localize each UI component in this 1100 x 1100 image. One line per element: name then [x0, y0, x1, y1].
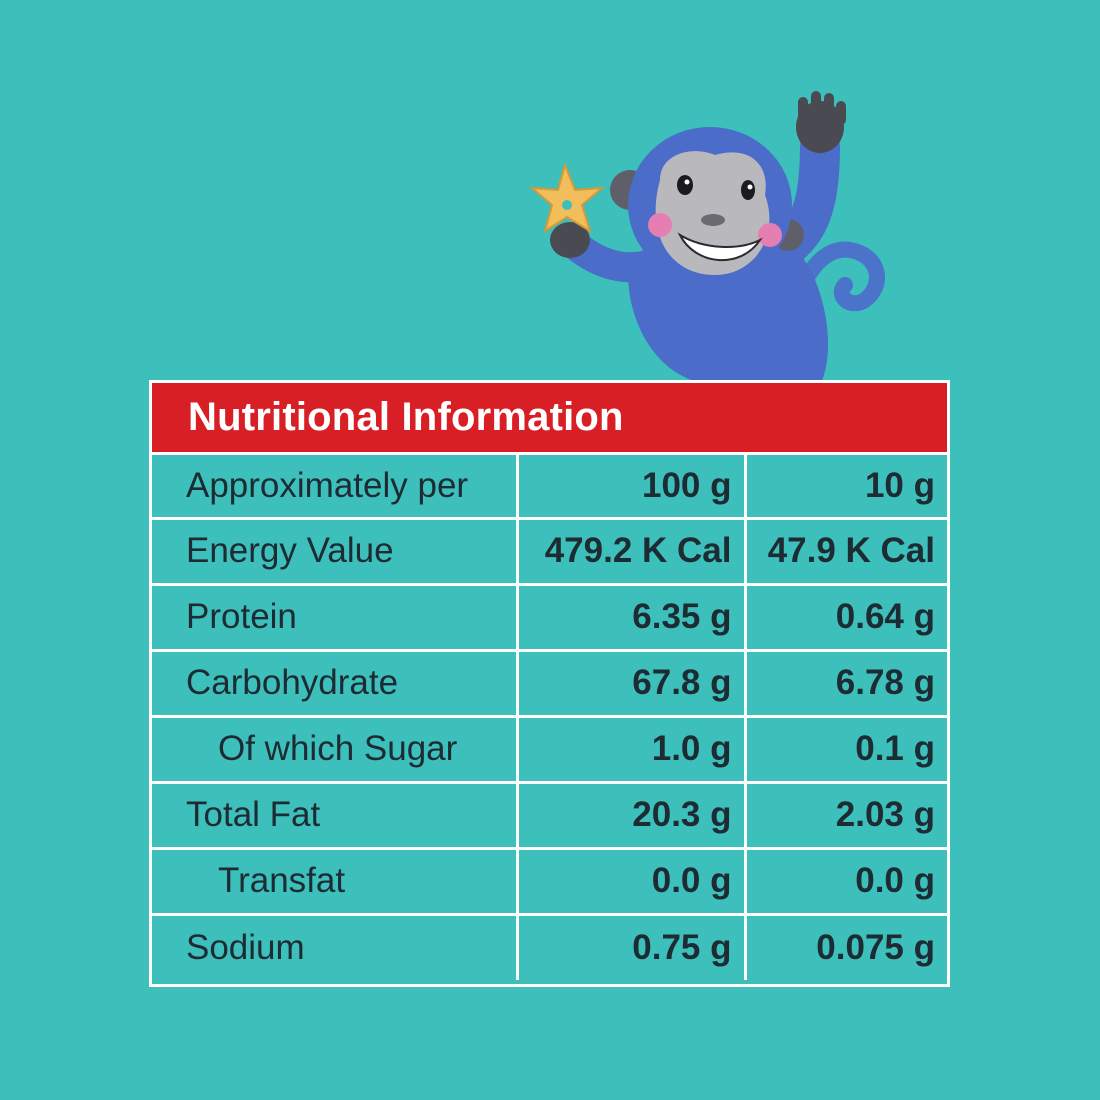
value-per-100g: 479.2 K Cal [517, 516, 747, 584]
value-per-10g: 2.03 g [745, 780, 947, 848]
nutrient-label: Sodium [152, 912, 519, 980]
nutrient-label: Carbohydrate [152, 648, 519, 716]
nutrient-label: Total Fat [152, 780, 519, 848]
nutrition-table: Approximately per 100 g 10 g Energy Value 47… [152, 455, 947, 980]
value-per-100g: 20.3 g [517, 780, 747, 848]
value-per-10g: 0.64 g [745, 582, 947, 650]
value-per-100g: 0.75 g [517, 912, 747, 980]
value-per-100g: 1.0 g [517, 714, 747, 782]
value-per-100g: 100 g [517, 455, 747, 518]
table-row: Total Fat 20.3 g 2.03 g [152, 780, 947, 848]
table-row: Approximately per 100 g 10 g [152, 455, 947, 518]
nutrient-label: Transfat [152, 846, 519, 914]
value-per-100g: 67.8 g [517, 648, 747, 716]
value-per-10g: 6.78 g [745, 648, 947, 716]
value-per-10g: 0.075 g [745, 912, 947, 980]
value-per-100g: 0.0 g [517, 846, 747, 914]
nutrient-label: Energy Value [152, 516, 519, 584]
panel-header: Nutritional Information [152, 383, 947, 455]
star-snack-icon [529, 161, 605, 234]
table-row: Sodium 0.75 g 0.075 g [152, 912, 947, 980]
table-row: Protein 6.35 g 0.64 g [152, 582, 947, 650]
value-per-10g: 47.9 K Cal [745, 516, 947, 584]
table-row: Energy Value 479.2 K Cal 47.9 K Cal [152, 516, 947, 584]
table-row: Of which Sugar 1.0 g 0.1 g [152, 714, 947, 782]
nutrient-label: Protein [152, 582, 519, 650]
value-per-10g: 0.0 g [745, 846, 947, 914]
nutrient-label: Of which Sugar [152, 714, 519, 782]
monkey-mascot-icon [529, 91, 885, 385]
table-row: Carbohydrate 67.8 g 6.78 g [152, 648, 947, 716]
table-row: Transfat 0.0 g 0.0 g [152, 846, 947, 914]
value-per-10g: 0.1 g [745, 714, 947, 782]
value-per-10g: 10 g [864, 465, 935, 505]
panel-title: Nutritional Information [188, 395, 624, 439]
value-per-100g: 6.35 g [517, 582, 747, 650]
nutrition-panel: Nutritional Information Approximately pe… [149, 380, 950, 987]
nutrient-label: Approximately per [152, 455, 519, 518]
